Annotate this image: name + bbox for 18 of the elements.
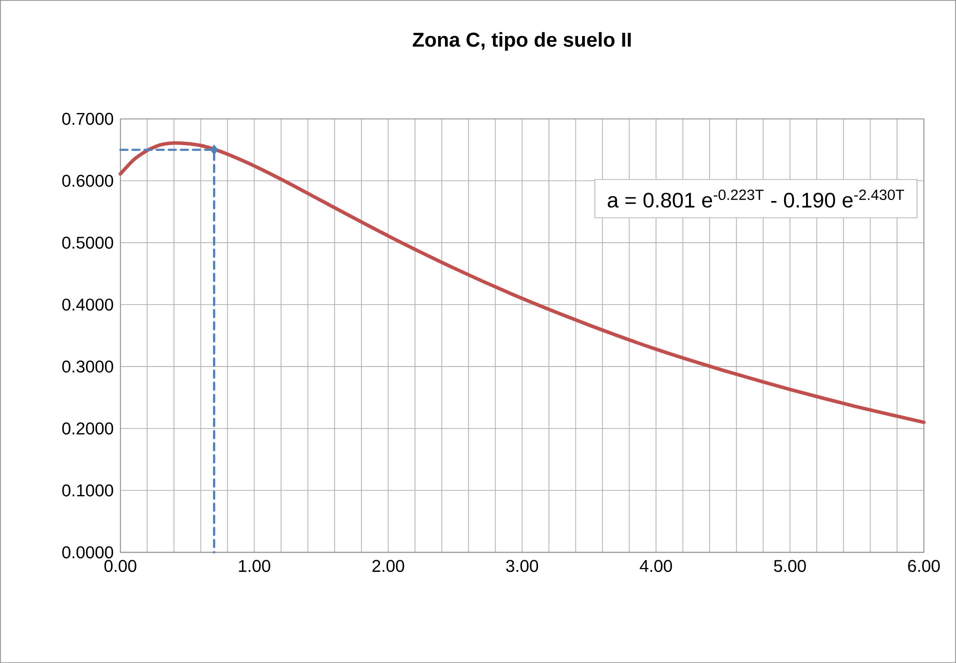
y-tick-label: 0.2000 <box>62 422 114 434</box>
annotation: a = 0.801 e$^{-0.223T}$ - 0.190 e$^{-2.430T}$ <box>608 190 904 208</box>
y-tick-label: 0.7000 <box>62 112 114 125</box>
x-tick-label: 3.00 <box>506 560 538 572</box>
line-series <box>118 141 926 424</box>
y-tick-label: 0.5000 <box>62 236 114 249</box>
y-tick-label: 0.4000 <box>62 298 114 311</box>
y-tick-label: 0.3000 <box>62 360 114 373</box>
y-tick-label: 0.0000 <box>62 546 114 558</box>
x-tick-label: 4.00 <box>640 560 672 572</box>
chart-title: Zona C, tipo de suelo II <box>412 32 631 51</box>
x-tick-label: 2.00 <box>372 560 404 572</box>
x-tick-label: 1.00 <box>238 560 270 572</box>
x-tick-label: 6.00 <box>908 560 940 572</box>
x-tick-label: 5.00 <box>774 560 806 572</box>
y-tick-label: 0.1000 <box>62 484 114 496</box>
y-tick-label: 0.6000 <box>62 174 114 187</box>
x-tick-label: 0.00 <box>104 560 136 572</box>
